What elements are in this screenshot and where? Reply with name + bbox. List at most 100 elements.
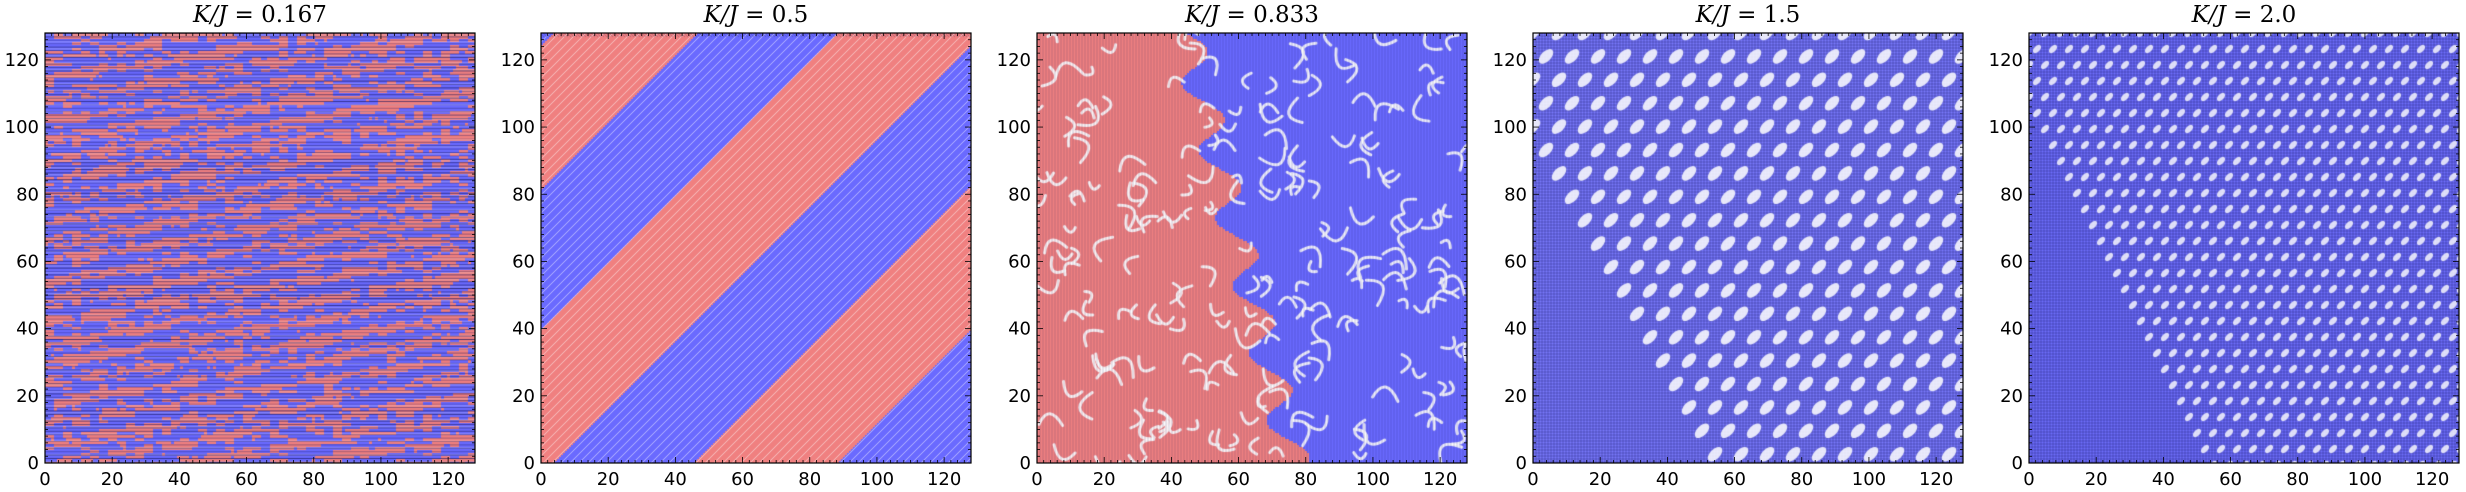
x-tick-label: 40 [1656,469,1679,490]
x-tick-label: 0 [39,469,50,490]
title-variable: K/J [2191,2,2226,28]
x-tick-label: 0 [2023,469,2034,490]
spin-texture-map [541,33,971,463]
spin-texture-plot-2: 0 20 40 60 80 100 120 0 20 40 60 80 100 120 [501,32,972,490]
y-tick-label: 20 [1504,386,1527,407]
y-tick-label: 0 [2012,453,2023,474]
y-tick-label: 20 [2000,386,2023,407]
spin-texture-map [2029,33,2459,463]
title-variable: K/J [193,2,228,28]
x-tick-label: 120 [2415,469,2449,490]
x-tick-label: 60 [1723,469,1746,490]
x-tick-label: 20 [1093,469,1116,490]
x-tick-label: 60 [1227,469,1250,490]
y-tick-label: 40 [16,319,39,340]
spin-texture-map [1533,33,1963,463]
x-tick-label: 120 [1919,469,1953,490]
y-tick-label: 20 [1008,386,1031,407]
x-tick-label: 120 [927,469,961,490]
y-tick-label: 0 [1516,453,1527,474]
spin-texture-plot-1: 0 20 40 60 80 100 120 0 20 40 60 80 100 120 [5,32,476,490]
spin-texture-map [45,33,475,463]
y-tick-label: 120 [501,50,535,71]
y-tick-label: 20 [512,386,535,407]
x-tick-label: 80 [1790,469,1813,490]
y-tick-label: 80 [1008,184,1031,205]
panel-3: K/J = 0.833 0 20 40 60 80 100 120 0 20 40 60 80 100 1… [992,0,1482,492]
x-tick-label: 40 [168,469,191,490]
y-tick-label: 20 [16,386,39,407]
title-value: 1.5 [1763,2,1801,28]
x-tick-label: 120 [431,469,465,490]
spin-texture-plot-4: 0 20 40 60 80 100 120 0 20 40 60 80 100 120 [1493,32,1964,490]
panel-1: K/J = 0.167 0 20 40 60 80 100 120 0 20 40 60 80 100 1… [0,0,490,492]
title-variable: K/J [1185,2,1220,28]
y-tick-label: 40 [1504,319,1527,340]
y-tick-label: 100 [1989,117,2023,138]
x-tick-label: 0 [1031,469,1042,490]
x-tick-label: 0 [535,469,546,490]
y-tick-label: 120 [1493,50,1527,71]
y-tick-label: 40 [512,319,535,340]
y-tick-label: 80 [16,184,39,205]
y-tick-label: 60 [1504,251,1527,272]
x-tick-label: 60 [2219,469,2242,490]
y-tick-label: 80 [2000,184,2023,205]
panel-title: K/J = 0.5 [703,2,809,28]
y-tick-label: 60 [16,251,39,272]
x-tick-label: 100 [364,469,398,490]
y-tick-label: 120 [997,50,1031,71]
x-tick-label: 100 [1356,469,1390,490]
x-tick-label: 20 [101,469,124,490]
x-tick-label: 120 [1423,469,1457,490]
y-tick-label: 60 [1008,251,1031,272]
y-tick-label: 40 [1008,319,1031,340]
title-value: 0.833 [1253,2,1319,28]
panel-4: K/J = 1.5 0 20 40 60 80 100 120 0 20 40 60 80 100 120 [1488,0,1978,492]
panel-5: K/J = 2.0 0 20 40 60 80 100 120 0 20 40 60 80 100 120 [1984,0,2466,492]
y-tick-label: 100 [1493,117,1527,138]
y-tick-label: 40 [2000,319,2023,340]
x-tick-label: 60 [235,469,258,490]
x-tick-label: 100 [2348,469,2382,490]
title-variable: K/J [1695,2,1730,28]
x-tick-label: 20 [597,469,620,490]
y-tick-label: 120 [5,50,39,71]
panel-2: K/J = 0.5 0 20 40 60 80 100 120 0 20 40 60 80 100 120 [496,0,986,492]
spin-texture-plot-5: 0 20 40 60 80 100 120 0 20 40 60 80 100 120 [1989,32,2460,490]
x-tick-label: 100 [860,469,894,490]
panel-title: K/J = 2.0 [2191,2,2297,28]
title-value: 0.5 [771,2,809,28]
panel-title: K/J = 0.833 [1185,2,1319,28]
y-tick-label: 100 [501,117,535,138]
x-tick-label: 80 [798,469,821,490]
x-tick-label: 100 [1852,469,1886,490]
y-tick-label: 80 [1504,184,1527,205]
title-value: 2.0 [2259,2,2297,28]
x-tick-label: 40 [2152,469,2175,490]
title-value: 0.167 [261,2,327,28]
y-tick-label: 60 [2000,251,2023,272]
y-tick-label: 0 [28,453,39,474]
x-tick-label: 60 [731,469,754,490]
y-tick-label: 0 [524,453,535,474]
y-tick-label: 60 [512,251,535,272]
title-variable: K/J [703,2,738,28]
y-tick-label: 0 [1020,453,1031,474]
x-tick-label: 20 [1589,469,1612,490]
y-tick-label: 120 [1989,50,2023,71]
panel-title: K/J = 0.167 [193,2,327,28]
y-tick-label: 100 [997,117,1031,138]
x-tick-label: 0 [1527,469,1538,490]
x-tick-label: 80 [1294,469,1317,490]
y-tick-label: 80 [512,184,535,205]
panel-title: K/J = 1.5 [1695,2,1801,28]
spin-texture-map [1037,33,1467,463]
x-tick-label: 40 [1160,469,1183,490]
x-tick-label: 80 [2286,469,2309,490]
x-tick-label: 40 [664,469,687,490]
spin-texture-plot-3: 0 20 40 60 80 100 120 0 20 40 60 80 100 120 [997,32,1468,490]
y-tick-label: 100 [5,117,39,138]
x-tick-label: 80 [302,469,325,490]
